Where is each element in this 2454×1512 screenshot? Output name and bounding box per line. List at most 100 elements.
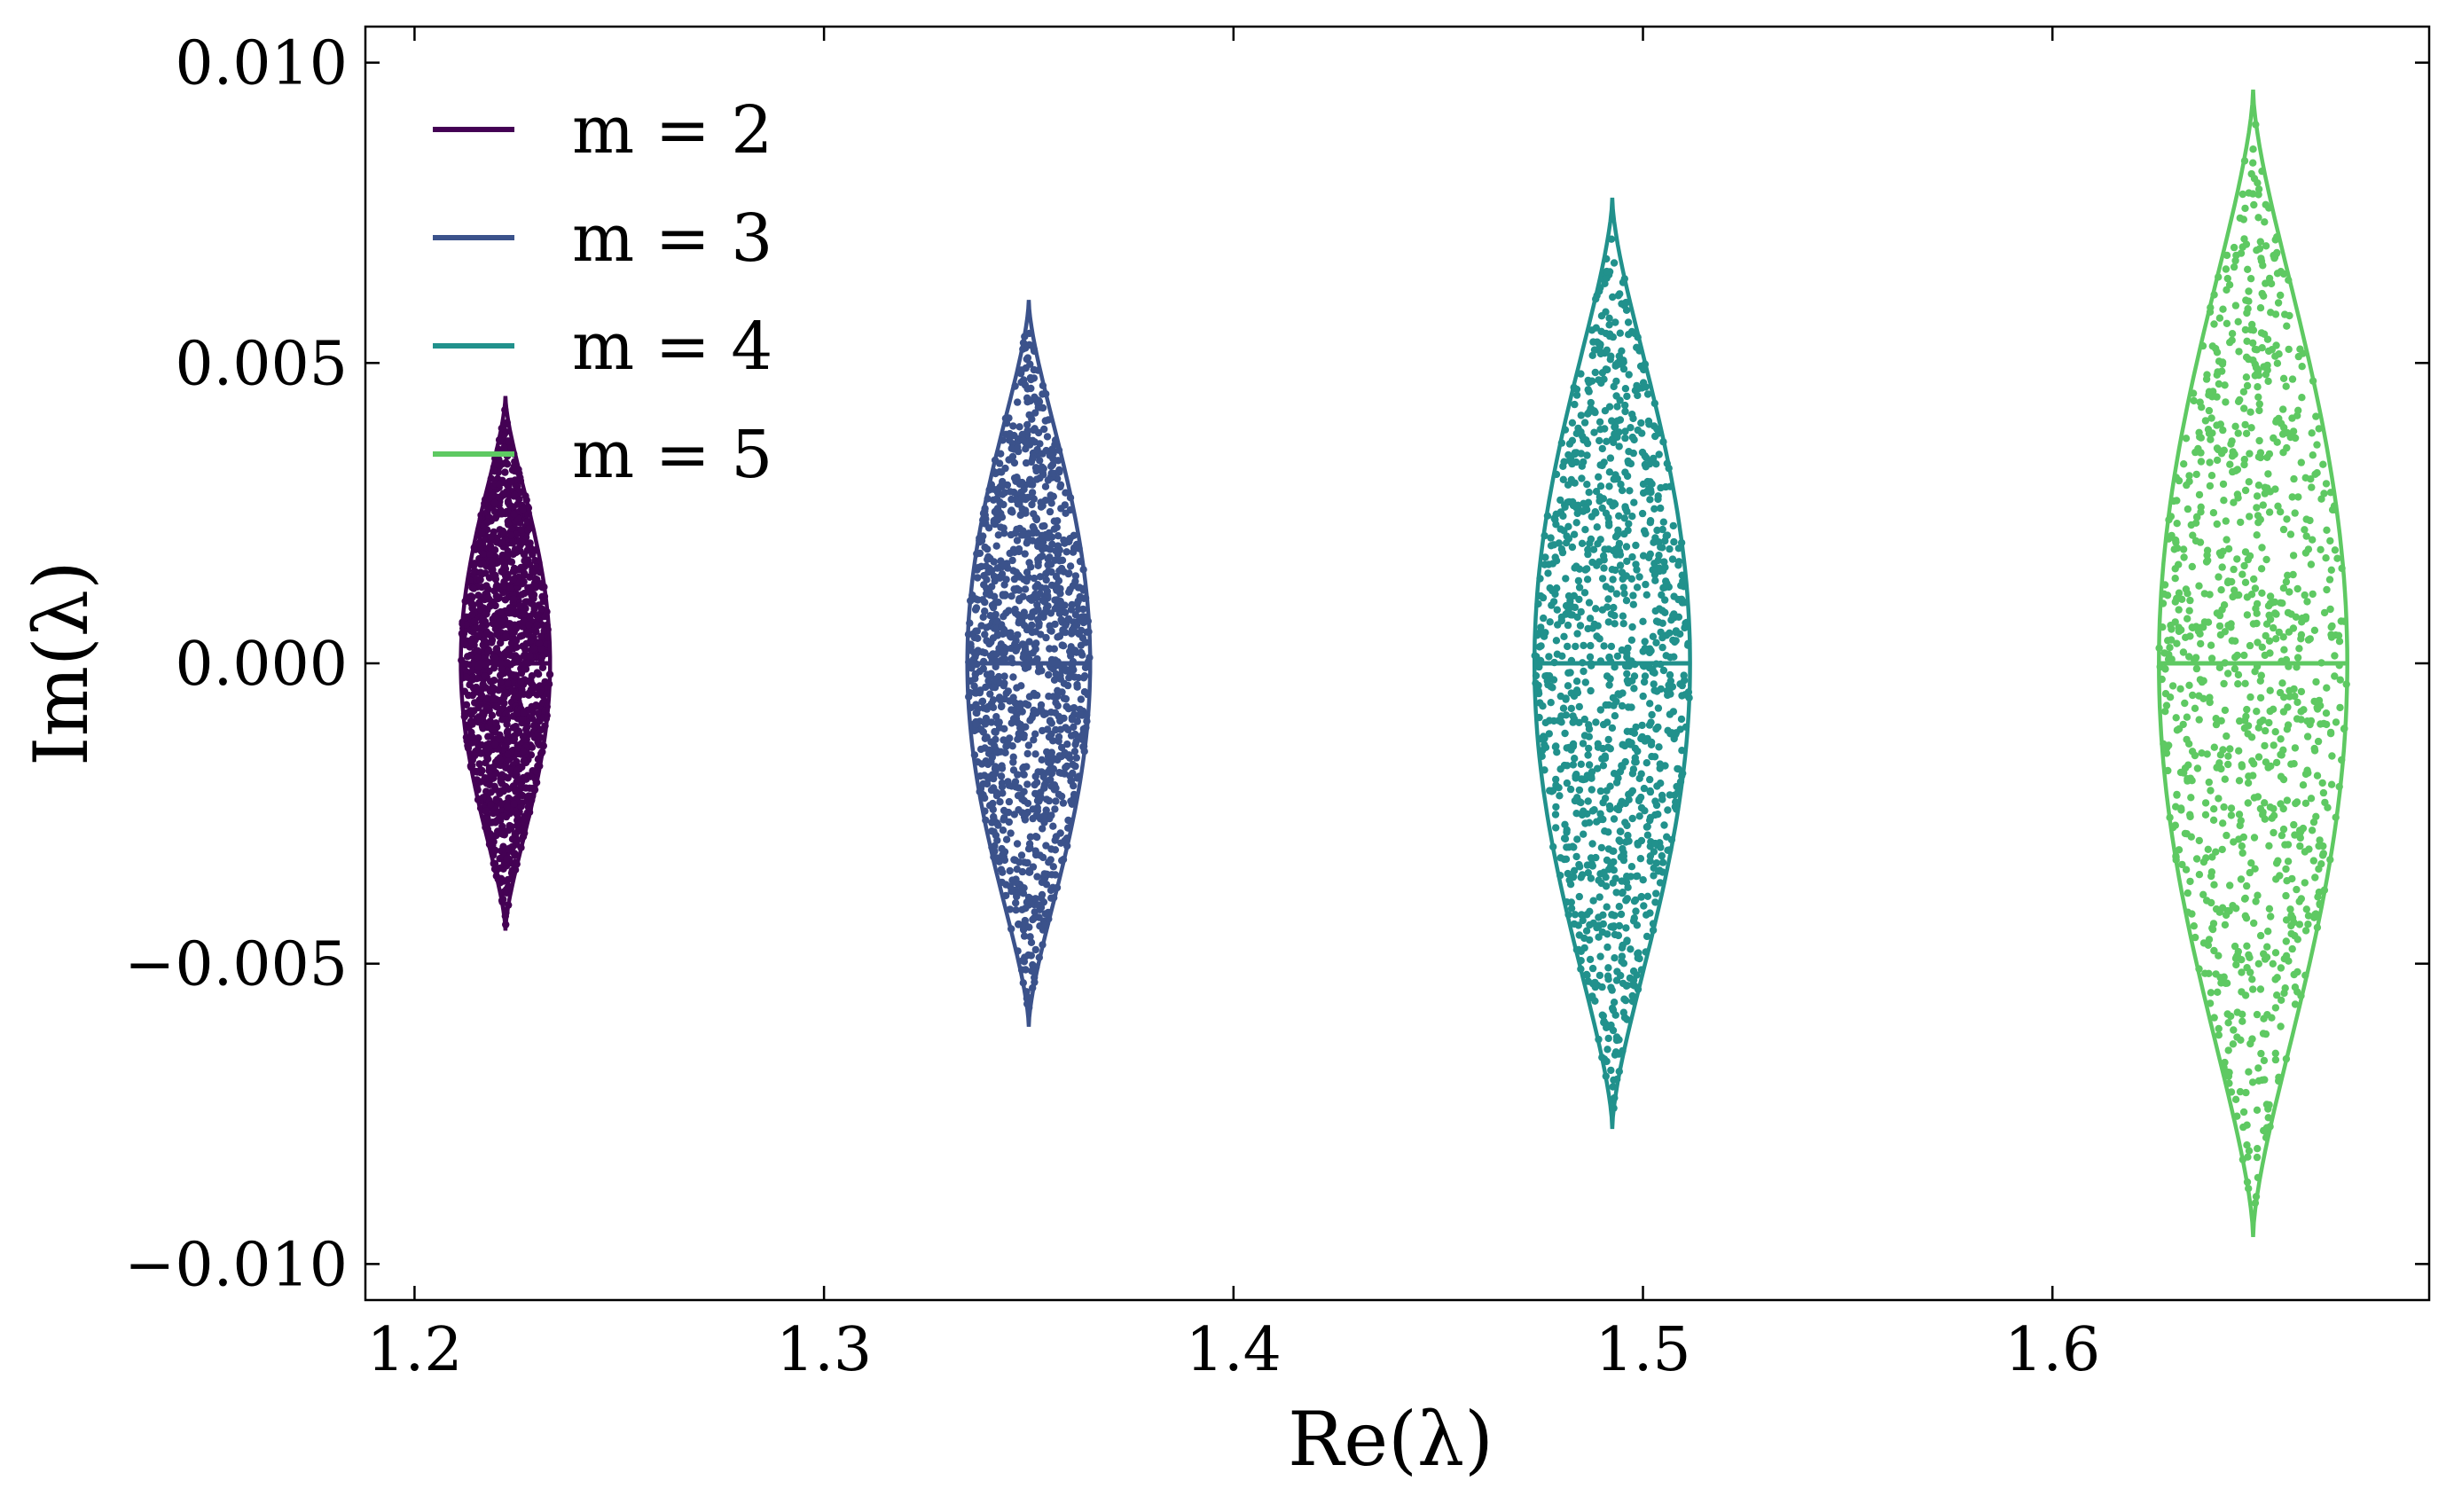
point [538, 653, 546, 661]
point [976, 689, 984, 697]
point [2215, 622, 2224, 631]
point [474, 703, 482, 712]
point [977, 760, 986, 768]
point [1618, 701, 1627, 710]
point [1071, 577, 1079, 585]
point [1616, 801, 1625, 809]
point [486, 732, 495, 740]
point [2243, 309, 2251, 317]
point [1020, 932, 1029, 940]
point [2279, 374, 2288, 382]
point [1587, 535, 1595, 544]
point [2265, 611, 2273, 619]
point [2230, 565, 2238, 574]
point [2298, 394, 2306, 402]
point [1023, 577, 1031, 585]
point [1008, 508, 1016, 516]
point [1584, 751, 1592, 759]
point [520, 577, 528, 586]
point [1643, 390, 1652, 398]
point [2286, 530, 2295, 538]
point [2185, 681, 2193, 689]
point [2189, 531, 2197, 539]
point [1585, 408, 1594, 416]
point [993, 514, 1001, 522]
point [1043, 725, 1052, 733]
point [1547, 699, 1555, 707]
point [1572, 642, 1580, 651]
point [974, 574, 982, 582]
point [498, 617, 506, 625]
point [993, 836, 1001, 844]
point [1022, 445, 1030, 453]
point [1606, 454, 1615, 462]
point [1650, 848, 1658, 856]
point [1000, 672, 1008, 680]
point [985, 746, 993, 754]
point [2244, 799, 2252, 807]
point [2191, 654, 2200, 662]
point [1023, 354, 1032, 362]
point [1572, 852, 1580, 861]
point [1652, 859, 1661, 867]
point [1592, 509, 1600, 517]
point [2208, 853, 2216, 861]
x-tick-label: 1.2 [366, 1315, 462, 1385]
point [1565, 600, 1574, 608]
point [1621, 997, 1630, 1005]
point [1668, 555, 1677, 563]
point [1670, 537, 1678, 546]
point [1586, 936, 1594, 944]
point [527, 772, 535, 780]
point [2278, 599, 2286, 607]
point [1623, 937, 1631, 945]
point [1674, 613, 1683, 621]
series-m5 [2155, 89, 2350, 1238]
point [2172, 714, 2180, 722]
point [1570, 843, 1578, 851]
point [490, 740, 499, 748]
point [1661, 584, 1669, 591]
point [2177, 806, 2185, 814]
point [1047, 560, 1055, 568]
point [989, 683, 997, 692]
point [2215, 952, 2223, 960]
point [1018, 867, 1027, 876]
point [2209, 816, 2218, 824]
point [2322, 480, 2331, 488]
point [489, 683, 497, 692]
point [2277, 800, 2285, 808]
point [2283, 796, 2292, 804]
point [2231, 954, 2240, 962]
point [2294, 406, 2302, 414]
point [2233, 490, 2242, 498]
point [2274, 857, 2282, 865]
point [2240, 235, 2248, 243]
point [1055, 466, 1063, 474]
point [981, 631, 989, 638]
point [2161, 665, 2169, 673]
point [1608, 986, 1616, 994]
point [1026, 868, 1034, 876]
point [1034, 555, 1042, 564]
point [2273, 270, 2282, 278]
point [2294, 493, 2302, 501]
point [2235, 835, 2243, 843]
point [2179, 648, 2188, 656]
point [2215, 1031, 2223, 1039]
point [1621, 401, 1629, 410]
point [1587, 641, 1595, 650]
point [523, 539, 532, 547]
point [1575, 931, 1584, 939]
point [1055, 567, 1063, 575]
point [2175, 846, 2184, 854]
point [1595, 342, 1604, 351]
point [1643, 892, 1652, 900]
point [1579, 916, 1587, 925]
point [2331, 546, 2340, 554]
point [1641, 737, 1650, 745]
point [2218, 845, 2226, 854]
point [2276, 872, 2284, 880]
point [2252, 897, 2260, 905]
point [1658, 643, 1666, 652]
